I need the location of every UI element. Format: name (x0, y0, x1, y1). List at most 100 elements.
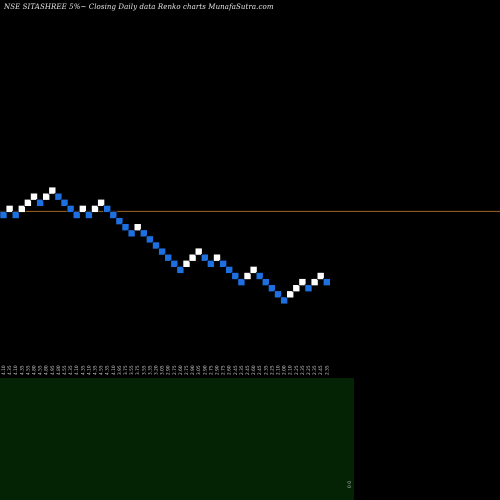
down-brick (146, 235, 154, 244)
down-brick (109, 211, 118, 219)
up-brick (17, 205, 26, 213)
x-tick-label: 4.35 (68, 365, 74, 375)
up-brick (133, 223, 142, 231)
x-tick-label: 4.10 (111, 365, 117, 375)
down-brick (103, 205, 111, 213)
x-tick-label: 3.95 (117, 365, 123, 375)
x-tick-label: 3.35 (147, 365, 153, 375)
down-brick (219, 259, 227, 268)
x-tick-label: 4.35 (19, 365, 25, 375)
down-brick (11, 211, 20, 219)
down-brick (274, 290, 282, 299)
x-tick-label: 4.80 (56, 365, 62, 375)
x-tick-label: 4.35 (7, 365, 13, 375)
x-tick-label: 2.75 (221, 365, 227, 375)
down-brick (54, 192, 63, 201)
x-tick-label: 2.35 (239, 365, 245, 375)
x-tick-label: 2.45 (257, 365, 263, 375)
down-brick (85, 211, 93, 219)
x-tick-label: 2.75 (208, 365, 214, 375)
up-brick (286, 290, 295, 299)
x-tick-label: 2.35 (263, 365, 269, 375)
x-tick-label: 2.90 (190, 365, 196, 375)
down-brick (201, 253, 209, 262)
down-brick (127, 229, 136, 238)
up-brick (249, 266, 258, 274)
up-brick (292, 284, 301, 293)
volume-panel-label: 0 0 (347, 481, 353, 488)
up-brick (91, 205, 99, 213)
down-brick (158, 247, 166, 256)
down-brick (60, 199, 69, 207)
x-tick-label: 2.00 (282, 365, 288, 375)
down-brick (72, 211, 81, 219)
x-tick-label: 3.75 (135, 365, 141, 375)
x-tick-label: 2.35 (300, 365, 306, 375)
chart-title: NSE SITASHREE 5%~ Closing Daily data Ren… (4, 3, 274, 11)
x-tick-label: 4.80 (44, 365, 50, 375)
x-tick-label: 3.55 (141, 365, 147, 375)
down-brick (66, 205, 75, 213)
down-brick (268, 284, 276, 293)
x-tick-label: 4.10 (74, 365, 80, 375)
up-brick (97, 199, 105, 207)
up-brick (30, 192, 38, 201)
up-brick (79, 205, 87, 213)
up-brick (5, 205, 14, 213)
x-tick-label: 3.20 (154, 365, 160, 375)
x-tick-label: 2.25 (306, 365, 312, 375)
x-tick-label: 4.55 (25, 365, 31, 375)
x-tick-label: 4.35 (80, 365, 86, 375)
x-tick-label: 2.75 (172, 365, 178, 375)
x-tick-label: 3.05 (196, 365, 202, 375)
x-tick-label: 2.45 (245, 365, 251, 375)
x-tick-label: 3.75 (123, 365, 129, 375)
x-tick-label: 4.55 (99, 365, 105, 375)
x-tick-label: 4.10 (13, 365, 19, 375)
down-brick (176, 266, 185, 274)
x-tick-label: 3.55 (129, 365, 135, 375)
x-tick-label: 4.35 (93, 365, 99, 375)
x-tick-label: 2.25 (269, 365, 275, 375)
x-tick-label: 2.35 (324, 365, 330, 375)
up-brick (316, 272, 325, 280)
down-brick (121, 223, 130, 231)
x-tick-label: 4.35 (105, 365, 111, 375)
up-brick (24, 199, 32, 207)
x-tick-label: 4.10 (1, 365, 7, 375)
down-brick (115, 217, 124, 225)
x-tick-label: 2.75 (184, 365, 190, 375)
up-brick (243, 272, 252, 280)
down-brick (322, 278, 331, 286)
x-tick-label: 2.90 (166, 365, 172, 375)
down-brick (164, 253, 172, 262)
down-brick (261, 278, 270, 286)
x-tick-label: 2.90 (202, 365, 208, 375)
x-tick-label: 2.90 (215, 365, 221, 375)
down-brick (140, 229, 148, 238)
down-brick (231, 272, 240, 280)
up-brick (194, 247, 203, 256)
x-tick-label: 2.60 (227, 365, 233, 375)
x-tick-label: 2.60 (178, 365, 184, 375)
up-brick (42, 192, 51, 201)
down-brick (255, 272, 264, 280)
x-tick-label: 2.45 (318, 365, 324, 375)
x-tick-label: 2.45 (233, 365, 239, 375)
up-brick (182, 259, 191, 268)
down-brick (207, 259, 215, 268)
x-tick-label: 4.95 (50, 365, 56, 375)
down-brick (0, 211, 8, 219)
volume-panel (0, 378, 354, 500)
down-brick (170, 259, 179, 268)
x-tick-label: 2.10 (276, 365, 282, 375)
x-tick-label: 2.60 (251, 365, 257, 375)
x-tick-label: 2.10 (288, 365, 294, 375)
up-brick (298, 278, 307, 286)
down-brick (36, 199, 44, 207)
x-tick-label: 4.55 (62, 365, 68, 375)
x-tick-label: 4.55 (38, 365, 44, 375)
down-brick (225, 266, 233, 274)
